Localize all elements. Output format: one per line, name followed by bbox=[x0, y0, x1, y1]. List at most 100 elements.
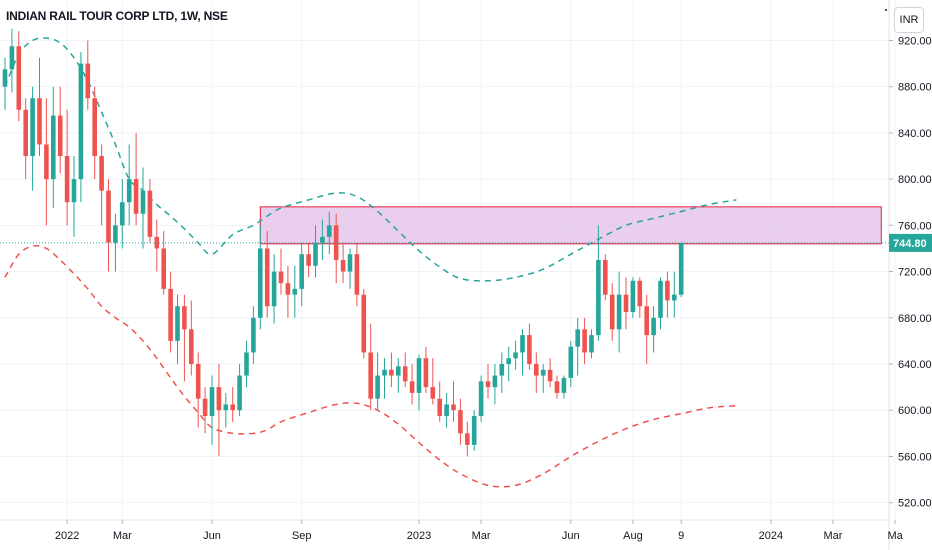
candle-body bbox=[665, 280, 670, 301]
y-tick-label: 800.00 bbox=[898, 174, 932, 186]
candle bbox=[451, 381, 456, 422]
candle-body bbox=[416, 358, 422, 393]
candle-body bbox=[202, 398, 208, 416]
candle bbox=[485, 364, 491, 399]
candle bbox=[44, 98, 49, 226]
candle bbox=[409, 364, 415, 405]
candle bbox=[478, 375, 484, 422]
candle bbox=[575, 317, 580, 376]
candle bbox=[499, 352, 505, 393]
candle bbox=[506, 346, 511, 382]
candle bbox=[437, 381, 442, 422]
chart-background bbox=[0, 0, 889, 520]
candle bbox=[340, 242, 346, 284]
candle-body bbox=[223, 404, 229, 411]
price-axis[interactable]: 520.00 560.00 600.00 640.00 680.00 720.00 760.… bbox=[889, 35, 932, 510]
x-tick-label: 2023 bbox=[407, 530, 431, 542]
candle-body bbox=[37, 98, 42, 145]
candle bbox=[16, 31, 22, 122]
candle-body bbox=[609, 294, 615, 330]
candle bbox=[513, 340, 518, 370]
candle bbox=[209, 375, 215, 445]
candle-body bbox=[237, 375, 242, 411]
candle-body bbox=[672, 294, 677, 301]
candle-body bbox=[437, 398, 442, 416]
candle-body bbox=[568, 346, 574, 378]
resistance-zone-rect[interactable] bbox=[259, 206, 882, 245]
last-price-badge-layer: 744.80 bbox=[889, 233, 932, 252]
candle bbox=[113, 213, 118, 272]
candle bbox=[106, 179, 111, 272]
currency-button[interactable]: INR bbox=[894, 7, 924, 33]
candle-body bbox=[327, 225, 332, 237]
candle bbox=[292, 265, 298, 318]
candle-body bbox=[244, 352, 249, 376]
candle bbox=[596, 225, 601, 341]
x-tick-label: Mar bbox=[824, 530, 843, 542]
candle-body bbox=[423, 358, 429, 388]
candle-body bbox=[182, 306, 187, 330]
x-tick-label: Mar bbox=[472, 530, 491, 542]
candle bbox=[547, 358, 553, 388]
candle-body bbox=[285, 283, 291, 295]
candle-body bbox=[313, 242, 318, 266]
candle bbox=[78, 52, 84, 203]
candle-body bbox=[616, 294, 622, 330]
candle-body bbox=[499, 364, 505, 376]
time-axis[interactable]: 2022 Mar Jun Sep 2023 Mar Jun Aug 9 2024 Mar Ma bbox=[55, 520, 904, 542]
candle-body bbox=[540, 369, 546, 376]
x-tick-label: 9 bbox=[678, 530, 684, 542]
candle bbox=[644, 294, 649, 364]
candle-body bbox=[623, 294, 629, 312]
candle bbox=[168, 271, 173, 353]
candle-body bbox=[258, 248, 263, 318]
x-tick-label: 2024 bbox=[759, 530, 783, 542]
candle bbox=[23, 98, 28, 180]
candle bbox=[609, 283, 615, 341]
candle-body bbox=[85, 63, 91, 99]
candle-body bbox=[30, 98, 35, 156]
candle-body bbox=[354, 254, 360, 295]
candle-body bbox=[630, 280, 636, 312]
candle bbox=[382, 358, 387, 399]
x-tick-label: Ma bbox=[887, 530, 903, 542]
y-tick-label: 560.00 bbox=[898, 451, 932, 463]
candle-body bbox=[430, 387, 436, 399]
candle bbox=[672, 271, 677, 318]
candle-body bbox=[678, 242, 684, 295]
candle-body bbox=[140, 190, 146, 214]
x-tick-label: Aug bbox=[623, 530, 643, 542]
more-dot-icon[interactable] bbox=[885, 9, 887, 11]
candle bbox=[651, 306, 656, 353]
last-price-badge-label: 744.80 bbox=[893, 238, 927, 250]
candle-body bbox=[340, 260, 346, 272]
candle-body bbox=[375, 375, 380, 399]
candle-body bbox=[64, 156, 70, 203]
candle bbox=[264, 231, 270, 318]
candle-body bbox=[99, 156, 104, 191]
candle-body bbox=[175, 306, 180, 341]
candle bbox=[299, 242, 304, 307]
resistance-zone-layer bbox=[259, 206, 882, 245]
candle bbox=[492, 364, 498, 405]
candle-body bbox=[492, 375, 498, 388]
candle-body bbox=[189, 329, 194, 364]
candle bbox=[416, 354, 422, 411]
candle bbox=[244, 340, 249, 388]
x-tick-label: Sep bbox=[292, 530, 312, 542]
candle-body bbox=[458, 410, 463, 434]
candle-body bbox=[306, 254, 311, 266]
candle-body bbox=[389, 369, 394, 376]
symbol-title: INDIAN RAIL TOUR CORP LTD, 1W, NSE bbox=[6, 9, 228, 23]
candle bbox=[582, 317, 587, 364]
candle-body bbox=[278, 271, 284, 284]
candle bbox=[140, 167, 146, 249]
candle-body bbox=[368, 352, 373, 399]
candle-body bbox=[113, 225, 118, 243]
candle bbox=[202, 387, 208, 434]
candle-body bbox=[271, 271, 277, 307]
candle-body bbox=[361, 294, 367, 353]
candle-body bbox=[71, 179, 77, 203]
candle-body bbox=[347, 254, 353, 272]
